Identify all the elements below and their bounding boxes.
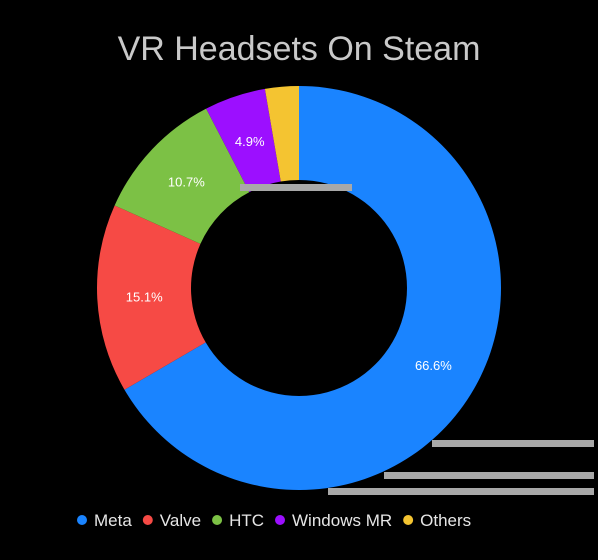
slices-group — [97, 86, 502, 490]
slice-label-windows-mr: 4.9% — [235, 134, 265, 149]
chart-legend: Meta Valve HTC Windows MR Others — [77, 511, 471, 530]
legend-label-windows-mr: Windows MR — [292, 511, 392, 530]
slice-windows-mr — [206, 88, 281, 193]
legend-label-htc: HTC — [229, 511, 264, 530]
slice-others — [264, 86, 299, 182]
slice-htc — [114, 108, 250, 244]
overlay-bar — [384, 472, 594, 479]
legend-marker-windows-mr — [275, 515, 286, 525]
overlay-bar — [432, 440, 594, 447]
legend-label-meta: Meta — [94, 511, 132, 530]
chart-title: VR Headsets On Steam — [118, 30, 481, 68]
legend-marker-others — [403, 515, 414, 525]
slice-label-valve: 15.1% — [126, 289, 163, 304]
slice-valve — [97, 205, 206, 390]
overlay-bar — [328, 488, 594, 495]
slice-labels-group: 66.6% 15.1% 10.7% 4.9% — [126, 134, 452, 373]
legend-marker-valve — [142, 515, 153, 525]
slice-meta — [124, 86, 502, 490]
legend-label-others: Others — [420, 511, 471, 530]
legend-marker-htc — [212, 515, 223, 525]
legend-marker-meta — [77, 515, 87, 525]
overlay-bars — [240, 184, 594, 495]
slice-label-htc: 10.7% — [168, 175, 205, 190]
legend-label-valve: Valve — [160, 511, 201, 530]
overlay-bar — [240, 184, 352, 191]
slice-label-meta: 66.6% — [415, 358, 452, 373]
